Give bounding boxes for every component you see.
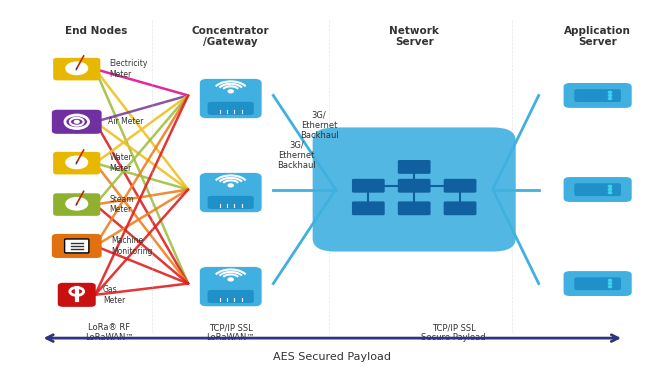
FancyBboxPatch shape xyxy=(53,193,100,216)
Circle shape xyxy=(74,121,79,123)
FancyBboxPatch shape xyxy=(208,102,254,115)
Text: Network
Server: Network Server xyxy=(390,26,439,47)
Text: LoRa® RF
LoRaWAN™: LoRa® RF LoRaWAN™ xyxy=(85,323,134,343)
FancyBboxPatch shape xyxy=(574,280,621,287)
Text: AES Secured Payload: AES Secured Payload xyxy=(273,352,392,362)
FancyBboxPatch shape xyxy=(398,201,430,215)
Circle shape xyxy=(609,192,612,194)
Text: Machine
Monitoring: Machine Monitoring xyxy=(111,236,153,255)
Text: 3G/
Ethernet
Backhaul: 3G/ Ethernet Backhaul xyxy=(277,141,316,171)
Text: Steam
Meter: Steam Meter xyxy=(109,195,134,214)
Circle shape xyxy=(609,185,612,187)
FancyBboxPatch shape xyxy=(574,283,621,290)
Circle shape xyxy=(66,156,88,169)
FancyBboxPatch shape xyxy=(64,239,89,253)
Text: Concentrator
/Gateway: Concentrator /Gateway xyxy=(192,26,270,47)
FancyBboxPatch shape xyxy=(398,179,430,193)
FancyBboxPatch shape xyxy=(563,177,632,202)
Circle shape xyxy=(609,188,612,191)
FancyBboxPatch shape xyxy=(574,183,621,190)
Circle shape xyxy=(609,279,612,281)
Text: TCP/IP SSL
LoRaWAN™: TCP/IP SSL LoRaWAN™ xyxy=(207,323,255,343)
Circle shape xyxy=(609,286,612,288)
FancyBboxPatch shape xyxy=(574,186,621,193)
FancyBboxPatch shape xyxy=(574,89,621,96)
Circle shape xyxy=(228,90,233,93)
Circle shape xyxy=(609,283,612,285)
Circle shape xyxy=(66,197,88,210)
FancyBboxPatch shape xyxy=(208,196,254,209)
FancyBboxPatch shape xyxy=(443,201,476,215)
Text: Gas
Meter: Gas Meter xyxy=(103,285,125,305)
FancyBboxPatch shape xyxy=(574,96,621,102)
FancyBboxPatch shape xyxy=(352,201,385,215)
FancyBboxPatch shape xyxy=(574,92,621,99)
Circle shape xyxy=(228,278,233,281)
Circle shape xyxy=(609,91,612,93)
FancyBboxPatch shape xyxy=(199,78,262,119)
Circle shape xyxy=(609,98,612,100)
FancyBboxPatch shape xyxy=(52,234,101,258)
FancyBboxPatch shape xyxy=(352,179,385,193)
Text: End Nodes: End Nodes xyxy=(65,26,128,36)
FancyBboxPatch shape xyxy=(574,190,621,196)
FancyBboxPatch shape xyxy=(53,58,100,80)
Text: 3G/
Ethernet
Backhaul: 3G/ Ethernet Backhaul xyxy=(300,111,339,141)
Text: Electricity
Meter: Electricity Meter xyxy=(109,60,148,79)
Text: TCP/IP SSL
Secure Payload: TCP/IP SSL Secure Payload xyxy=(421,323,486,343)
FancyBboxPatch shape xyxy=(208,290,254,303)
FancyBboxPatch shape xyxy=(58,283,96,307)
FancyBboxPatch shape xyxy=(313,127,516,252)
Text: Application
Server: Application Server xyxy=(564,26,631,47)
FancyBboxPatch shape xyxy=(574,277,621,284)
FancyBboxPatch shape xyxy=(199,266,262,307)
FancyBboxPatch shape xyxy=(398,160,430,174)
FancyBboxPatch shape xyxy=(52,110,101,134)
FancyBboxPatch shape xyxy=(443,179,476,193)
FancyBboxPatch shape xyxy=(53,152,100,174)
FancyBboxPatch shape xyxy=(563,83,632,108)
Text: Air Meter: Air Meter xyxy=(107,117,143,126)
Circle shape xyxy=(228,184,233,187)
Text: Water
Meter: Water Meter xyxy=(109,153,132,173)
FancyBboxPatch shape xyxy=(199,172,262,213)
FancyBboxPatch shape xyxy=(563,271,632,296)
Circle shape xyxy=(66,62,88,75)
Circle shape xyxy=(609,94,612,96)
